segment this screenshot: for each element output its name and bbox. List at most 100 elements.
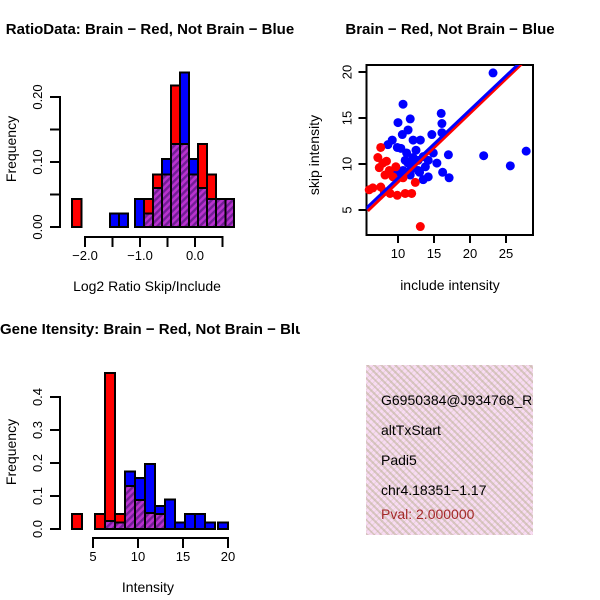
hist-bar-overlap [152,187,163,228]
panel-gene-intensity-histogram: Gene Itensity: Brain − Red, Not Brain − … [0,300,300,600]
hist-bar-overlap [124,485,137,531]
scatter-point-blue [393,118,403,128]
gene-intensity-histogram-title: Gene Itensity: Brain − Red, Not Brain − … [0,321,300,338]
hist-bar-red [70,198,83,229]
scatter-point-blue [521,146,531,156]
x-tick-label: 15 [176,549,190,564]
hist-bar-overlap [103,519,116,530]
x-tick-label: 15 [427,246,441,261]
hist-bar-blue [183,513,196,530]
scatter-point-blue [432,158,442,168]
hist-bar-overlap [144,512,157,531]
scatter-point-blue [415,135,425,145]
fit-line-blue [366,65,520,211]
log2ratio-histogram-plot: 0.00 0.10 0.20 −2.0 −1.0 0.0 Log2 Ratio Skip/I… [3,71,236,294]
scatter-point-blue [436,108,446,118]
gene-intensity-histogram-plot: 0.0 0.1 0.2 0.3 0.4 5 10 15 20 Intensity Frequency [3,371,235,595]
hist-bar-overlap [196,187,209,228]
gene-probe-id: G6950384@J934768_R0 [381,392,533,408]
scatter-point-red [380,170,390,180]
y-tick-label: 0.2 [30,454,45,472]
hist-bar-red [93,513,106,530]
hist-bar-overlap [142,212,155,229]
hist-bar-overlap [179,142,190,228]
scatter-point-blue [400,155,410,165]
scatter-point-blue [505,161,515,171]
scatter-point-blue [402,148,412,158]
hist-bar-overlap [154,513,166,530]
scatter-point-blue [444,173,454,183]
hist-bar-blue [193,513,206,530]
hist-bar-overlap [161,173,172,229]
pval-text: Pval: 2.000000 [381,506,475,522]
scatter-point-red [407,188,417,198]
scatter-point-blue [405,114,415,124]
hist-bar-blue [108,212,121,229]
x-tick-label: 10 [391,246,405,261]
hist-bar-overlap [134,498,147,531]
scatter-point-red [376,142,386,152]
x-tick-label: 20 [463,246,477,261]
hist-bar-blue [164,498,176,531]
y-tick-label: 20 [340,65,355,79]
hist-bar-red [103,371,116,530]
y-axis-title: Frequency [3,419,19,485]
x-axis-title: include intensity [400,277,500,293]
log2ratio-histogram-title: RatioData: Brain − Red, Not Brain − Blue [5,21,295,38]
hist-bar-blue [203,521,217,530]
scatter-point-red [391,162,401,172]
scatter-point-blue [383,140,393,150]
hist-bar-red [71,513,84,530]
x-tick-label: 20 [221,549,235,564]
hist-bar-purple [224,198,236,229]
hist-bar-overlap [187,173,199,229]
y-tick-label: 5 [340,206,355,213]
y-tick-label: 0.00 [30,214,45,239]
intensity-scatter-plot: 10 15 20 25 5 10 15 20 include intensity skip int… [306,64,534,293]
scatter-point-blue [479,151,489,161]
scatter-point-blue [437,119,447,129]
gene-symbol: Padi5 [381,452,417,468]
scatter-point-blue [488,68,498,78]
gene-info-box: G6950384@J934768_R0 altTxStart Padi5 chr… [366,365,533,535]
y-tick-label: 0.4 [30,388,45,406]
scatter-point-blue [415,167,425,177]
y-axis-title: Frequency [3,116,19,182]
gene-event-type: altTxStart [381,422,441,438]
y-tick-label: 0.20 [30,84,45,109]
hist-bar-blue [217,521,230,530]
scatter-point-red [381,156,391,166]
scatter-point-blue [397,130,407,140]
y-tick-label: 0.3 [30,421,45,439]
y-tick-label: 0.0 [30,520,45,538]
scatter-point-blue [398,99,408,109]
plot-frame [365,64,534,236]
fit-line-red [366,65,523,213]
scatter-point-blue [443,150,453,160]
scatter-point-red [415,222,425,232]
hist-bar-overlap [169,142,182,228]
x-tick-label: 10 [131,549,145,564]
scatter-title: Brain − Red, Not Brain − Blue [345,21,555,38]
x-tick-label: 5 [89,549,96,564]
x-tick-label: −2.0 [72,248,98,263]
x-tick-label: 25 [499,246,513,261]
scatter-point-blue [423,155,433,165]
scatter-point-red [364,185,374,195]
hist-bar-purple [214,198,227,229]
hist-bar-blue [134,198,145,229]
scatter-point-blue [392,142,402,152]
hist-bar-overlap [113,521,127,530]
scatter-point-red [392,190,402,200]
scatter-point-blue [411,145,421,155]
hist-bar-blue [118,212,129,229]
x-axis-title: Intensity [122,579,174,595]
y-tick-label: 0.1 [30,487,45,505]
panel-log2ratio-histogram: RatioData: Brain − Red, Not Brain − Blue… [0,0,300,300]
x-axis-title: Log2 Ratio Skip/Include [73,278,221,294]
y-tick-label: 15 [340,111,355,125]
scatter-point-red [400,188,410,198]
panel-gene-info: G6950384@J934768_R0 altTxStart Padi5 chr… [300,300,600,600]
gene-chr-location: chr4.18351−1.17 [381,482,487,498]
